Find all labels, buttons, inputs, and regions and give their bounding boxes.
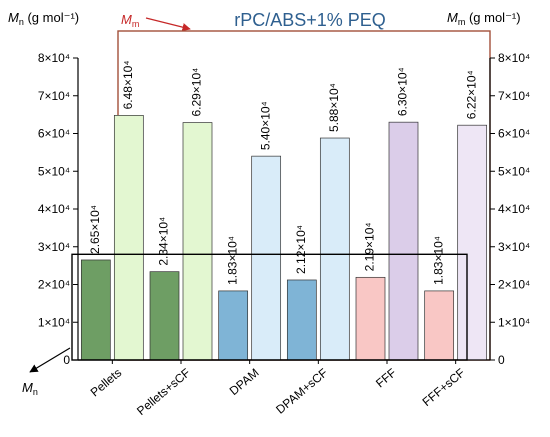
chart-title: rPC/ABS+1% PEQ: [234, 10, 386, 30]
data-label-mm-4: 6.30×10⁴: [396, 67, 410, 116]
data-label-mm-1: 6.29×10⁴: [190, 68, 204, 117]
y-tick-label-left-6: 6×10⁴: [38, 127, 70, 141]
y-tick-label-left-8: 8×10⁴: [38, 51, 70, 65]
data-label-mn-1: 2.34×10⁴: [157, 217, 171, 266]
x-tick-label-2: DPAM: [227, 366, 262, 398]
mm-callout-label: Mm: [121, 12, 139, 29]
y-tick-label-right-4: 4×10⁴: [498, 202, 530, 216]
y-tick-label-right-6: 6×10⁴: [498, 127, 530, 141]
data-label-mn-3: 2.12×10⁴: [294, 225, 308, 274]
bar-mm-3: [319, 137, 350, 361]
mn-highlight-box: [71, 253, 468, 361]
mn-callout-symbol: M: [22, 380, 33, 395]
bar-mm-4: [388, 121, 419, 361]
y-tick-label-left-3: 3×10⁴: [38, 240, 70, 254]
y-tick-label-left-5: 5×10⁴: [38, 164, 70, 178]
y-axis-label-right-unit: (g mol⁻¹): [465, 10, 520, 25]
y-axis-label-right-sub: m: [458, 17, 466, 27]
y-tick-label-left-0: 0: [63, 353, 70, 367]
data-label-mm-2: 5.40×10⁴: [258, 101, 272, 150]
data-label-mm-3: 5.88×10⁴: [327, 83, 341, 132]
bar-mn-1: [149, 271, 180, 361]
data-label-mn-0: 2.65×10⁴: [88, 205, 102, 254]
data-label-mm-5: 6.22×10⁴: [464, 70, 478, 119]
y-tick-label-right-8: 8×10⁴: [498, 51, 530, 65]
mn-callout-sub: n: [33, 387, 38, 397]
y-axis-label-right-symbol: M: [447, 10, 458, 25]
y-tick-label-right-1: 1×10⁴: [498, 315, 530, 329]
bar-mn-5: [424, 290, 455, 361]
y-tick-label-right-5: 5×10⁴: [498, 164, 530, 178]
y-axis-label-left-symbol: M: [8, 10, 19, 25]
bar-mn-3: [286, 279, 317, 361]
data-label-mm-0: 6.48×10⁴: [121, 61, 135, 110]
plot-area: 2.65×10⁴ 6.48×10⁴ Pellets 2.34×10⁴ 6.29×10⁴ P…: [38, 30, 530, 419]
x-tick-label-3: DPAM+sCF: [273, 366, 330, 417]
y-axis-label-left-unit: (g mol⁻¹): [24, 10, 79, 25]
y-axis-label-right: Mm (g mol⁻¹): [447, 10, 521, 27]
mm-callout-sub: m: [132, 19, 140, 29]
y-tick-label-right-7: 7×10⁴: [498, 89, 530, 103]
bar-mn-0: [80, 259, 111, 361]
x-tick-label-0: Pellets: [88, 366, 125, 400]
y-tick-label-left-2: 2×10⁴: [38, 278, 70, 292]
y-axis-label-left: Mn (g mol⁻¹): [8, 10, 79, 27]
bar-mm-0: [113, 115, 144, 361]
data-label-mn-4: 2.19×10⁴: [363, 222, 377, 271]
y-tick-label-left-1: 1×10⁴: [38, 315, 70, 329]
bar-mn-4: [355, 276, 386, 361]
data-label-mn-5: 1.83×10⁴: [431, 236, 445, 285]
bar-mm-5: [457, 124, 488, 361]
y-axis-label-left-sub: n: [19, 17, 24, 27]
x-tick-label-1: Pellets+sCF: [134, 366, 193, 419]
y-tick-label-left-4: 4×10⁴: [38, 202, 70, 216]
bar-mm-2: [251, 155, 282, 361]
x-tick-label-5: FFF+sCF: [420, 366, 468, 410]
bar-mm-1: [182, 122, 213, 361]
mn-callout-arrow: [29, 347, 71, 373]
mm-callout-symbol: M: [121, 12, 132, 27]
x-tick-label-4: FFF: [373, 366, 399, 391]
mm-callout-arrow: [145, 17, 191, 32]
y-tick-label-right-0: 0: [498, 353, 505, 367]
mn-callout-label: Mn: [22, 380, 38, 397]
y-tick-label-right-3: 3×10⁴: [498, 240, 530, 254]
y-tick-label-right-2: 2×10⁴: [498, 278, 530, 292]
bar-mn-2: [218, 290, 249, 361]
data-label-mn-2: 1.83×10⁴: [225, 236, 239, 285]
y-tick-label-left-7: 7×10⁴: [38, 89, 70, 103]
